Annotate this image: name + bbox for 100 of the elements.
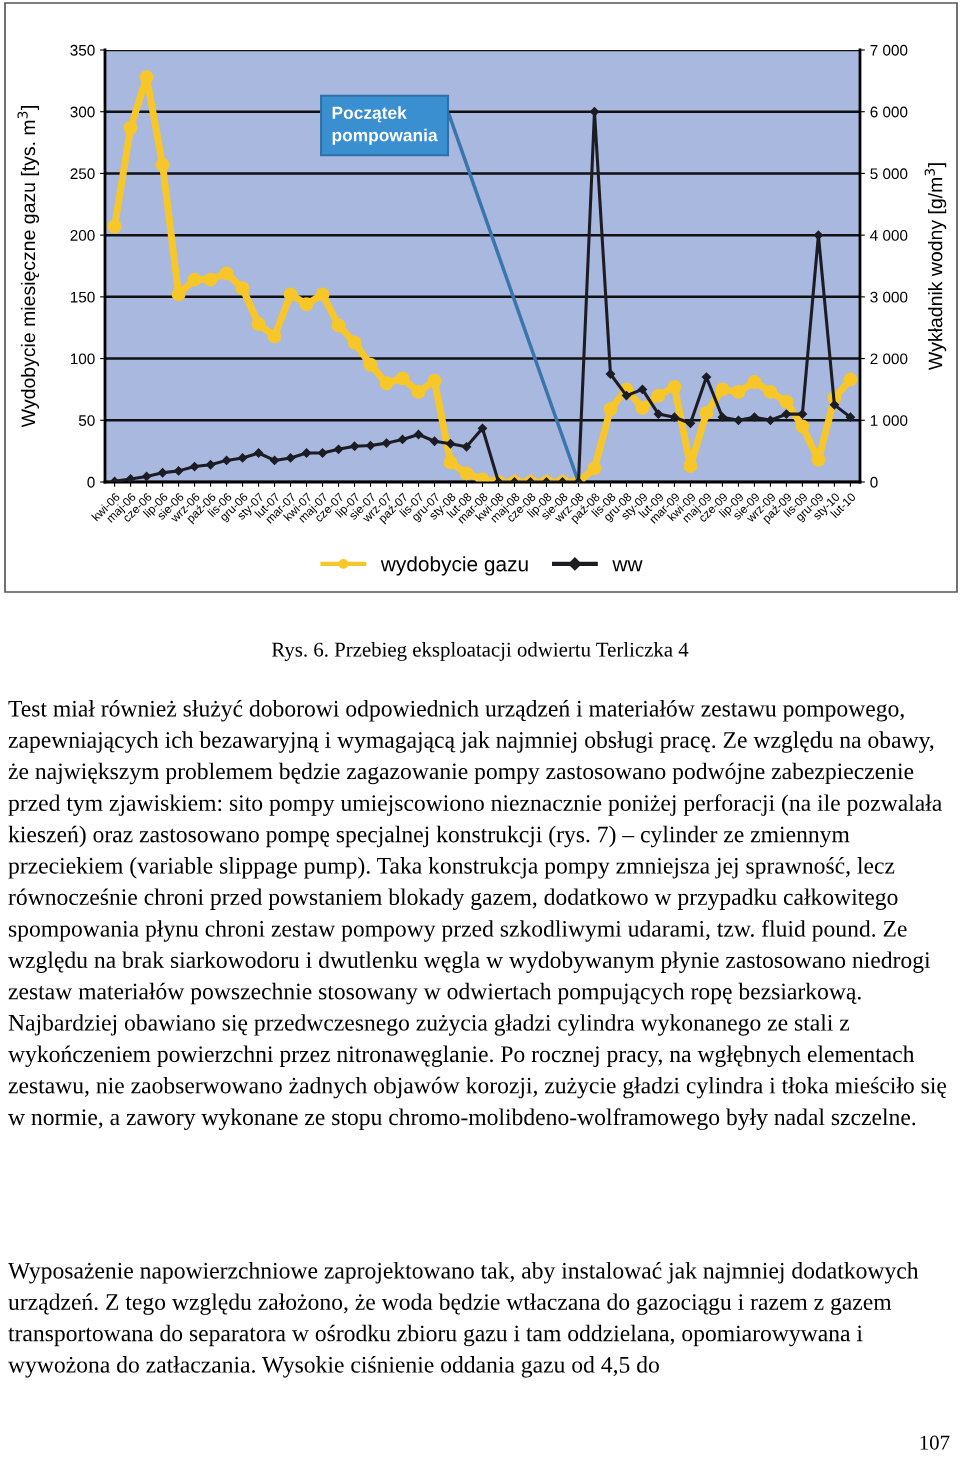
point: [235, 281, 250, 296]
point: [733, 415, 744, 425]
point: [813, 230, 824, 240]
y2-tick-label: 2 000: [870, 353, 908, 365]
point: [315, 287, 330, 302]
point: [125, 474, 136, 482]
point: [667, 380, 682, 394]
point: [621, 390, 632, 401]
y-tick-label: 100: [70, 353, 95, 365]
point: [203, 272, 218, 287]
legend-label: ww: [612, 560, 643, 572]
point: [461, 442, 472, 452]
point: [443, 455, 458, 470]
point: [829, 400, 840, 410]
point: [749, 412, 760, 422]
point: [251, 317, 266, 331]
y2-tick-label: 0: [870, 476, 878, 488]
point: [747, 375, 762, 389]
point: [731, 384, 746, 399]
y2-tick-label: 6 000: [870, 106, 908, 118]
point: [253, 448, 264, 458]
point: [603, 402, 618, 417]
y2-tick-label: 5 000: [870, 168, 908, 180]
y-tick-label: 150: [70, 291, 95, 303]
y-tick-label: 300: [70, 106, 95, 118]
point: [459, 466, 474, 481]
point: [237, 453, 248, 463]
point: [651, 388, 666, 403]
point: [811, 452, 826, 467]
point: [349, 441, 360, 451]
point: [701, 372, 712, 382]
point: [365, 440, 376, 451]
point: [397, 434, 408, 445]
point: [283, 287, 298, 302]
point: [347, 335, 362, 350]
legend-label: wydobycie gazu: [380, 556, 528, 576]
point: [269, 455, 280, 466]
point: [637, 384, 648, 395]
text: Rys. 6. Przebieg eksploatacji odwiertu Terliczka 4: [271, 642, 689, 661]
point: [267, 329, 282, 344]
point: [299, 297, 314, 312]
annotation: Początek pompowania: [332, 106, 438, 145]
point: [445, 439, 456, 449]
point: [429, 436, 440, 446]
y-axis-title: Wydobycie miesięczne gazu [tys. m$^{3}$]: [17, 106, 40, 428]
point: [779, 394, 794, 409]
point: [187, 272, 202, 287]
point: [635, 400, 650, 415]
point: [427, 373, 442, 388]
text: 107: [920, 1435, 950, 1450]
point: [285, 453, 296, 463]
point: [605, 369, 616, 379]
point: [797, 409, 808, 419]
point: [155, 157, 170, 172]
point: [205, 460, 216, 470]
point: [669, 412, 680, 422]
point: [845, 412, 856, 422]
y-tick-label: 0: [87, 476, 95, 488]
point: [411, 384, 426, 399]
point: [157, 468, 168, 478]
point: [123, 120, 138, 135]
y-tick-label: 250: [70, 168, 95, 180]
y-tick-label: 50: [78, 415, 95, 426]
text: Wyposażenie napowierzchniowe zaprojektowano tak, aby instalować jak najmniej dodatkowych urządzeń. Z tego względu założono, że woda będzie wtłaczana do gazociągu i razem z gazem transportowana do separatora w ośrodku zbioru gazu i tam oddzielana, opomiarowywana i wywożona do zatłaczania. Wysokie ciśnienie oddania gazu od 4,5 do: [8, 1262, 919, 1378]
point: [331, 318, 346, 333]
y-tick-label: 350: [70, 44, 95, 56]
y-tick-label: 200: [70, 230, 95, 241]
point: [685, 418, 696, 428]
point: [765, 415, 776, 425]
y2-tick-label: 4 000: [870, 230, 908, 241]
point: [699, 405, 714, 420]
text: Test miał również służyć doborowi odpowiednich urządzeń i materiałów zestawu pompowego, zapewniających ich bezawaryjną i wymagającą jak najmniej obsługi pracę. Ze względu na obawy, że największym problemem będzie zagazowanie pompy zastosowano podwójne zabezpieczenie przed tym zjawiskiem: sito pompy umiejscowiono nieznacznie poniżej perforacji (na ile pozwalała kieszeń) oraz zastosowano pompę specjalnej konstrukcji (rys. 7) – cylinder ze zmiennym przeciekiem (variable slippage pump). Taka konstrukcja pompy zmniejsza jej sprawność, lecz równocześnie chroni przed powstaniem blokady gazem, dodatkowo w przypadku całkowitego spompowania płynu chroni zestaw pompowy przed szkodliwymi udarami, tzw. fluid pound. Ze względu na brak siarkowodoru i dwutlenku węgla w wydobywanym płynie zastosowano niedrogi zestaw materiałów powszechnie stosowany w odwiertach pompujących ropę bezsiarkową. Najbardziej obawiano się przedwczesnego zużycia gładzi cylindra wykonanego ze stali z wykończeniem powierzchni przez nitronawęglanie. Po rocznej pracy, na wgłębnych elementach zestawu, nie zaobserwowano żadnych objawów korozji, zużycie gładzi cylindra i tłoka mieściło się w normie, a zawory wykonane ze stopu chromo-molibdeno-wolframowego były nadal szczelne.: [8, 700, 947, 1131]
point: [171, 287, 186, 302]
point: [317, 448, 328, 458]
point: [763, 384, 778, 399]
point: [139, 70, 154, 85]
y2-tick-label: 1 000: [870, 415, 908, 426]
y2-axis-title: Wykładnik wodny [g/m$^{3}$]: [924, 163, 947, 371]
point: [363, 357, 378, 372]
point: [333, 444, 344, 454]
point: [587, 461, 602, 476]
point: [141, 471, 152, 482]
point: [219, 266, 234, 281]
point: [379, 376, 394, 391]
point: [107, 219, 122, 234]
y2-tick-label: 3 000: [870, 291, 908, 303]
point: [189, 461, 200, 472]
point: [221, 455, 232, 466]
point: [173, 466, 184, 476]
point: [843, 372, 858, 387]
y2-tick-label: 7 000: [870, 44, 908, 56]
point: [717, 412, 728, 422]
point: [301, 448, 312, 458]
point: [715, 382, 730, 397]
point: [653, 409, 664, 419]
point: [395, 371, 410, 386]
point: [683, 459, 698, 473]
point: [795, 419, 810, 434]
point: [477, 423, 488, 433]
point: [381, 438, 392, 448]
